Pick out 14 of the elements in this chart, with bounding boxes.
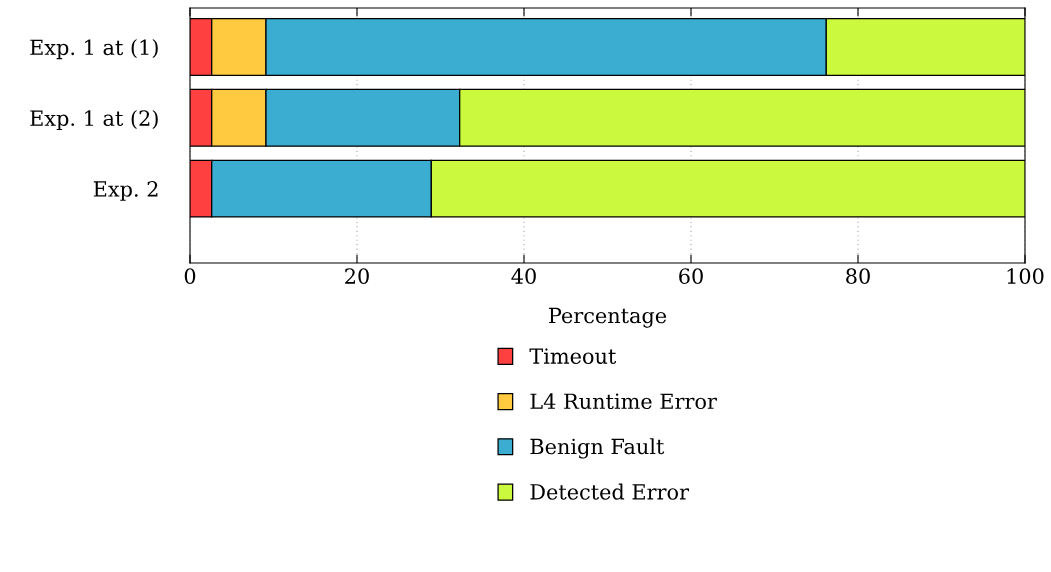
y-tick-label: Exp. 1 at (2) (30, 109, 158, 131)
x-tick-label: 20 (345, 268, 369, 284)
x-axis-title: Percentage (549, 307, 667, 328)
x-tick-label: 0 (184, 268, 196, 284)
legend-label: Benign Fault (530, 438, 665, 459)
x-tick-label: 40 (511, 268, 536, 284)
legend-label: Detected Error (530, 483, 690, 500)
x-tick-label: 80 (846, 268, 870, 284)
x-tick-label: 60 (679, 268, 703, 284)
legend-label: L4 Runtime Error (530, 393, 717, 410)
y-tick-label: Exp. 1 at (1) (30, 39, 158, 60)
y-tick-label: Exp. 2 (93, 181, 158, 201)
x-tick-label: 100 (1007, 268, 1044, 284)
legend-label: Timeout (529, 348, 617, 364)
